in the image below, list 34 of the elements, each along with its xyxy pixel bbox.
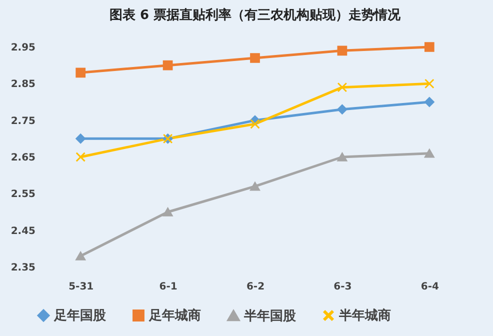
x-tick-label: 6-3 [334,282,352,292]
point [424,78,434,89]
point [250,182,260,191]
point [250,119,260,129]
y-tick-label: 2.85 [10,79,36,90]
point [162,208,173,216]
point [76,152,86,162]
point [424,148,434,158]
x-tick-label: 6-1 [159,282,178,292]
point [76,134,86,144]
x-tick-label: 6-4 [420,282,439,292]
chart-title: 图表 6 票据直贴利率（有三农机构贴现）走势情况 [109,6,402,23]
x-tick-label: 6-2 [246,282,265,292]
y-tick-label: 2.45 [10,226,36,237]
point [337,152,348,162]
x-tick-label: 5-31 [68,282,94,292]
point [337,82,348,92]
legend-label: 足年国股 [53,308,107,324]
y-tick-label: 2.35 [10,262,36,274]
y-tick-label: 2.95 [10,42,36,54]
legend-label: 足年城商 [148,308,201,324]
legend-label: 半年国股 [243,308,297,324]
point [424,42,434,52]
y-tick-label: 2.55 [10,189,36,200]
point [250,53,260,63]
legend-label: 半年城商 [338,308,391,324]
point [76,68,86,78]
point [424,97,434,107]
point [162,60,173,70]
point [337,46,348,56]
y-tick-label: 2.75 [10,116,36,127]
point [76,252,86,260]
y-tick-label: 2.65 [10,152,36,164]
point [337,104,348,114]
